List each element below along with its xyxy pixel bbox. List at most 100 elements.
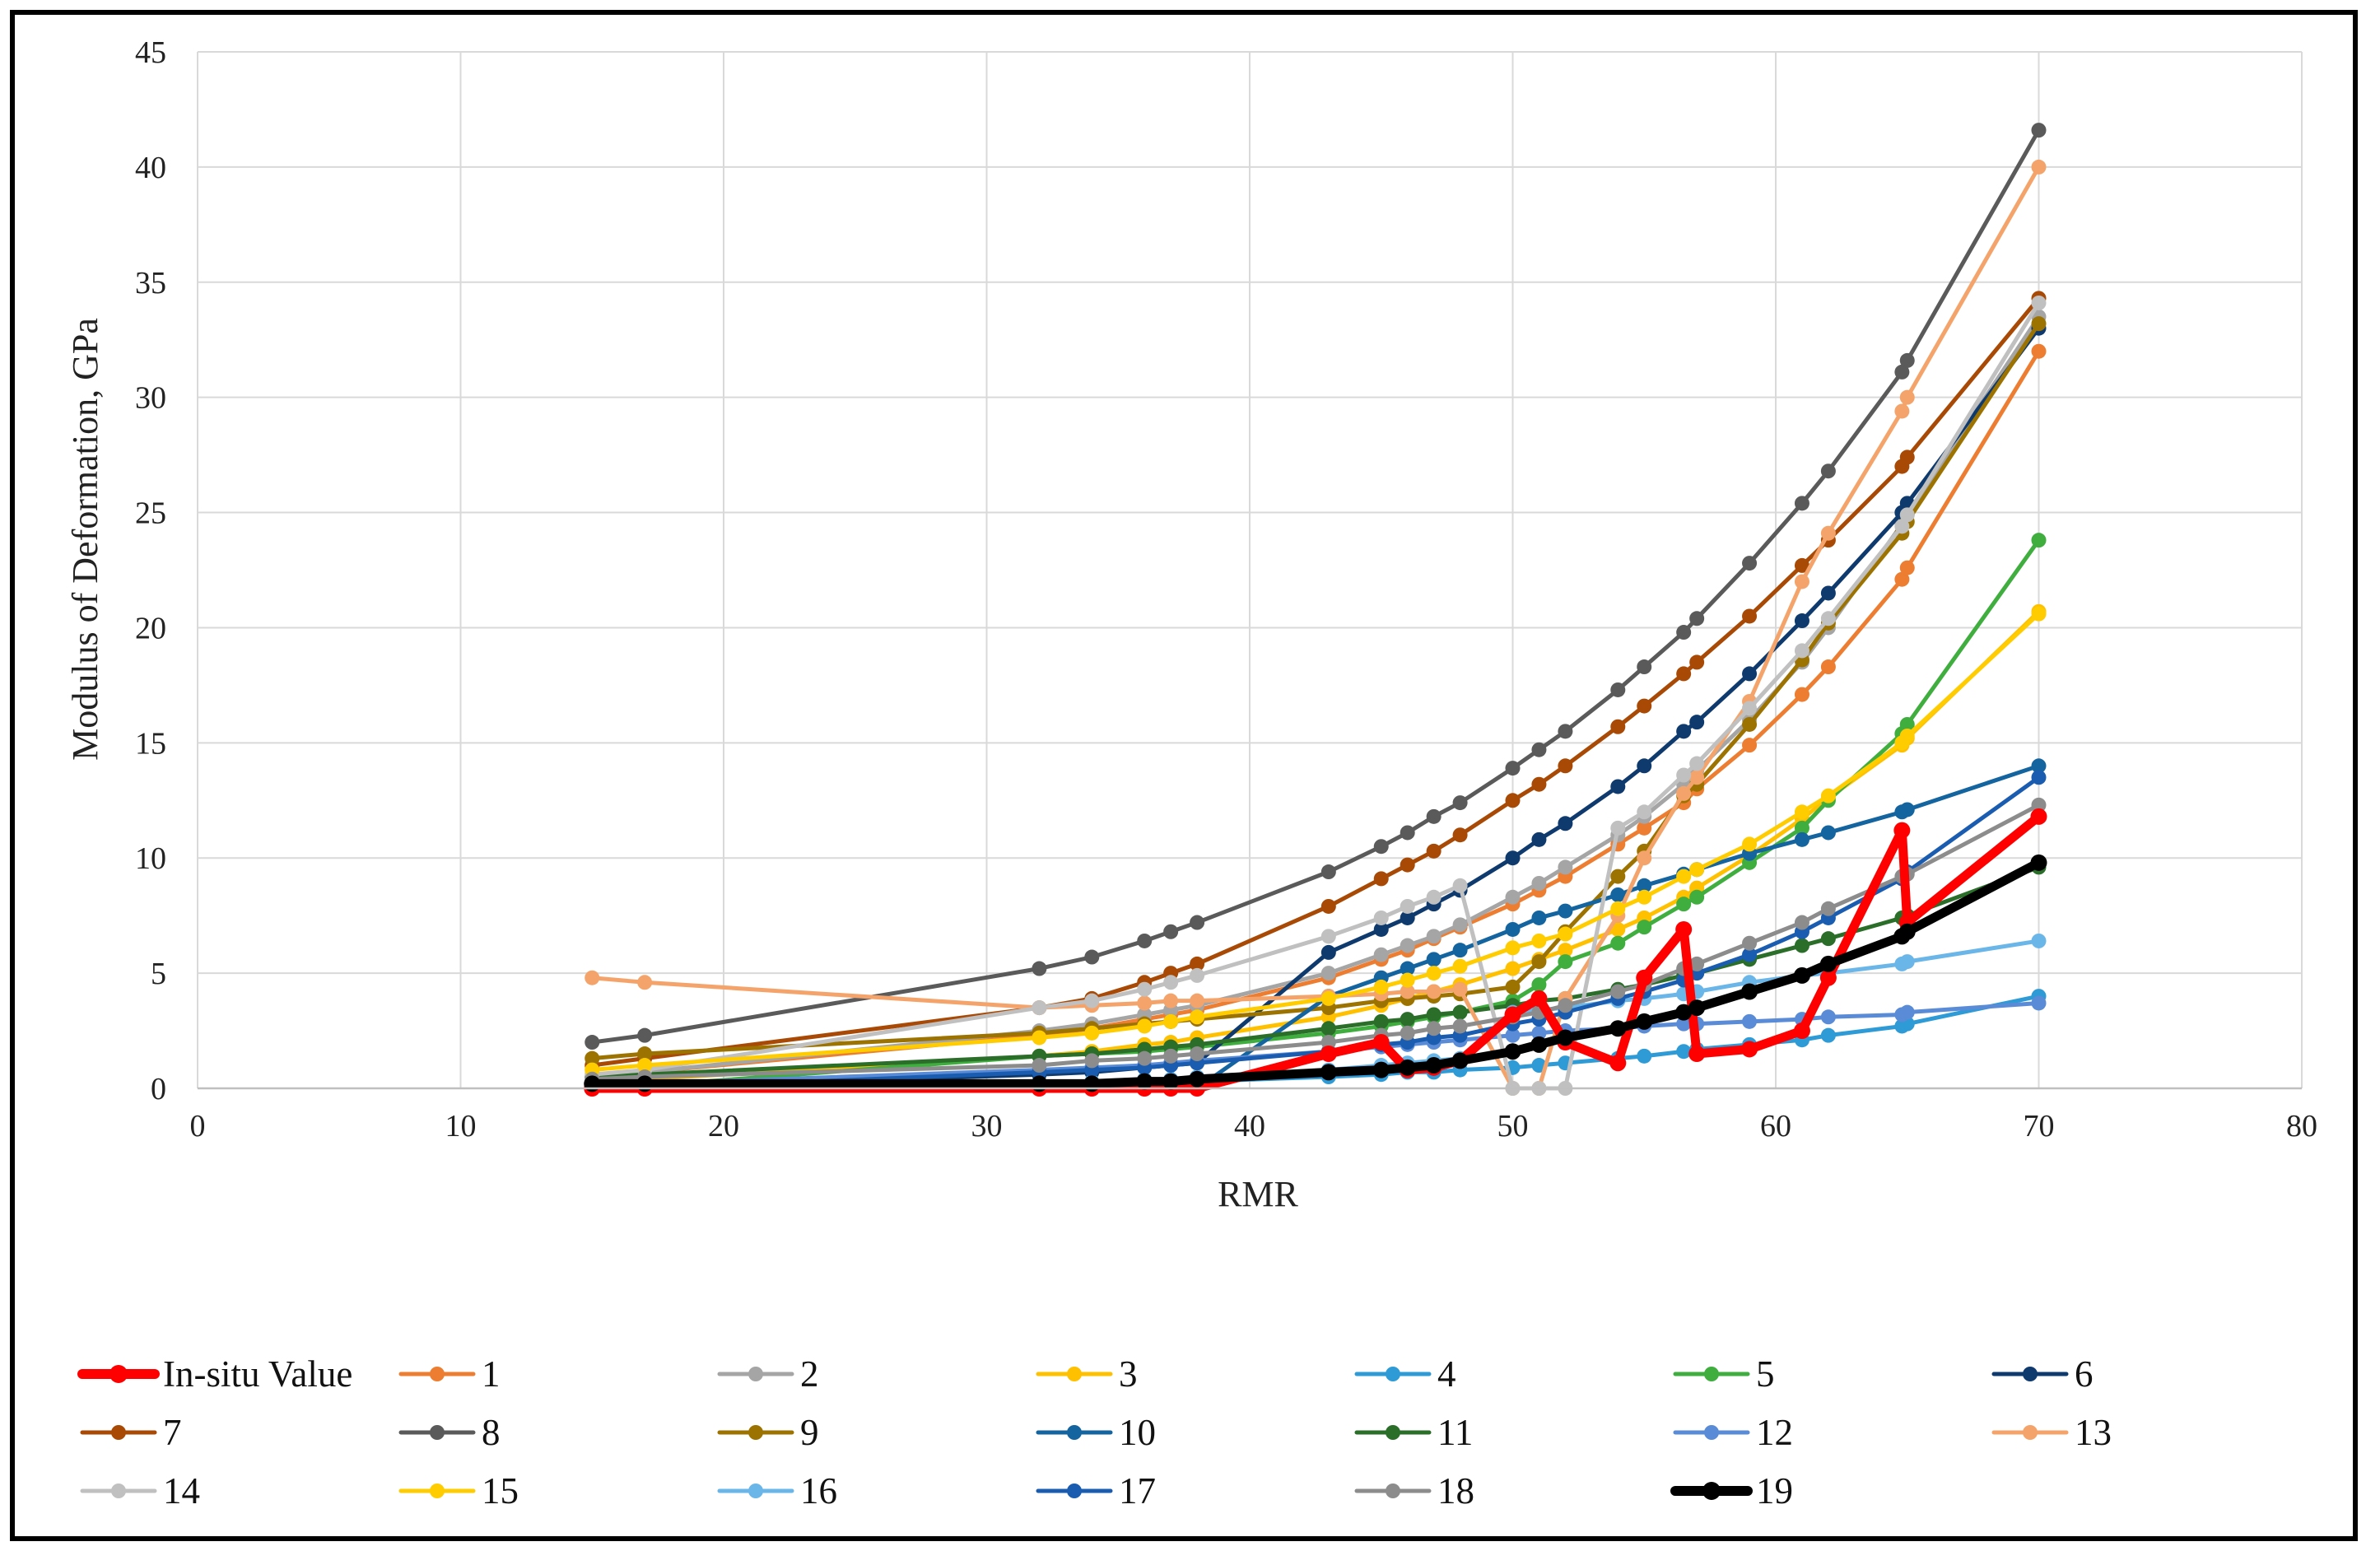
x-axis-title: RMR (1218, 1174, 1298, 1214)
data-point (1742, 947, 1758, 962)
data-point (1190, 1009, 1205, 1025)
data-point (1452, 943, 1468, 958)
data-point (1610, 901, 1626, 916)
legend-label: 16 (800, 1470, 837, 1511)
series-7 (585, 291, 2047, 1074)
legend-item: 11 (1354, 1412, 1473, 1453)
x-tick-label: 10 (445, 1109, 477, 1143)
y-tick-label: 35 (135, 266, 166, 300)
data-point (1820, 931, 1836, 947)
legend-label: 15 (482, 1470, 519, 1511)
data-point (2031, 316, 2047, 332)
legend-item: 2 (717, 1353, 819, 1395)
data-point (1794, 804, 1809, 820)
data-point (1505, 940, 1521, 956)
data-point (1610, 935, 1626, 951)
data-point (1163, 1013, 1179, 1029)
data-point (1032, 1000, 1047, 1016)
data-point (1452, 1004, 1468, 1020)
y-tick-label: 0 (151, 1072, 166, 1106)
data-point (1899, 389, 1915, 405)
legend-swatch-marker (1702, 1482, 1721, 1500)
legend-swatch-marker (748, 1483, 763, 1498)
data-point (1899, 716, 1915, 732)
data-point (1688, 999, 1706, 1017)
data-point (1794, 938, 1809, 953)
data-point (1504, 1006, 1521, 1023)
data-point (1320, 966, 1336, 981)
data-point (1794, 820, 1809, 836)
data-point (1531, 776, 1547, 792)
data-point (1426, 1021, 1442, 1036)
data-point (1609, 1020, 1627, 1037)
data-point (1084, 949, 1100, 965)
data-point (1794, 915, 1809, 930)
data-point (1637, 758, 1652, 774)
legend-swatch-marker (430, 1367, 445, 1381)
legend-swatch-marker (748, 1425, 763, 1440)
data-point (1689, 756, 1705, 771)
legend-item: 19 (1670, 1470, 1793, 1511)
data-point (2031, 797, 2047, 813)
x-tick-label: 30 (971, 1109, 1003, 1143)
data-point (2031, 770, 2047, 785)
data-point (1558, 903, 1573, 919)
data-point (1400, 984, 1415, 999)
legend-item: 12 (1673, 1412, 1793, 1453)
data-point (1820, 1027, 1836, 1043)
legend-item: 16 (717, 1470, 837, 1511)
legend-label: 6 (2075, 1353, 2094, 1395)
data-point (1794, 687, 1809, 702)
data-point (1452, 827, 1468, 843)
data-point (1426, 966, 1442, 981)
y-tick-label: 30 (135, 381, 166, 416)
data-point (1637, 1048, 1652, 1064)
legend-swatch-marker (1704, 1425, 1719, 1440)
data-point (1637, 889, 1652, 905)
data-point (1742, 836, 1758, 852)
legend-item: 13 (1991, 1412, 2112, 1453)
data-point (1320, 929, 1336, 944)
x-tick-label: 70 (2024, 1109, 2055, 1143)
data-point (1676, 1044, 1692, 1060)
data-point (1400, 857, 1415, 873)
data-point (1794, 643, 1809, 659)
legend-item: 9 (717, 1412, 819, 1453)
data-point (1320, 944, 1336, 960)
data-point (1558, 943, 1573, 958)
data-point (1505, 761, 1521, 776)
data-point (1688, 1046, 1706, 1063)
data-point (1894, 403, 1910, 419)
data-point (585, 1035, 600, 1050)
legend-item: 10 (1036, 1412, 1156, 1453)
data-point (1505, 850, 1521, 866)
data-point (1451, 1052, 1469, 1069)
data-point (1637, 920, 1652, 935)
data-point (1676, 666, 1692, 682)
data-point (1610, 869, 1626, 884)
legend-swatch-marker (111, 1425, 126, 1440)
data-point (1452, 917, 1468, 933)
data-point (1558, 926, 1573, 942)
data-point (1742, 608, 1758, 624)
y-tick-label: 40 (135, 151, 166, 185)
data-point (1505, 889, 1521, 905)
data-point (1894, 364, 1910, 380)
data-point (1452, 958, 1468, 974)
data-point (1190, 1046, 1205, 1062)
data-point (1505, 793, 1521, 808)
x-tick-label: 80 (2286, 1109, 2317, 1143)
data-point (1426, 808, 1442, 824)
data-point (637, 1046, 653, 1062)
data-point (1742, 935, 1758, 951)
data-point (1742, 716, 1758, 732)
data-point (1558, 859, 1573, 875)
series-8 (585, 123, 2047, 1050)
data-point (1793, 1022, 1810, 1040)
legend-item: 5 (1673, 1353, 1775, 1395)
legend-item: 14 (80, 1470, 200, 1511)
legend-label: 2 (800, 1353, 819, 1395)
data-point (1742, 738, 1758, 753)
data-point (1163, 975, 1179, 990)
